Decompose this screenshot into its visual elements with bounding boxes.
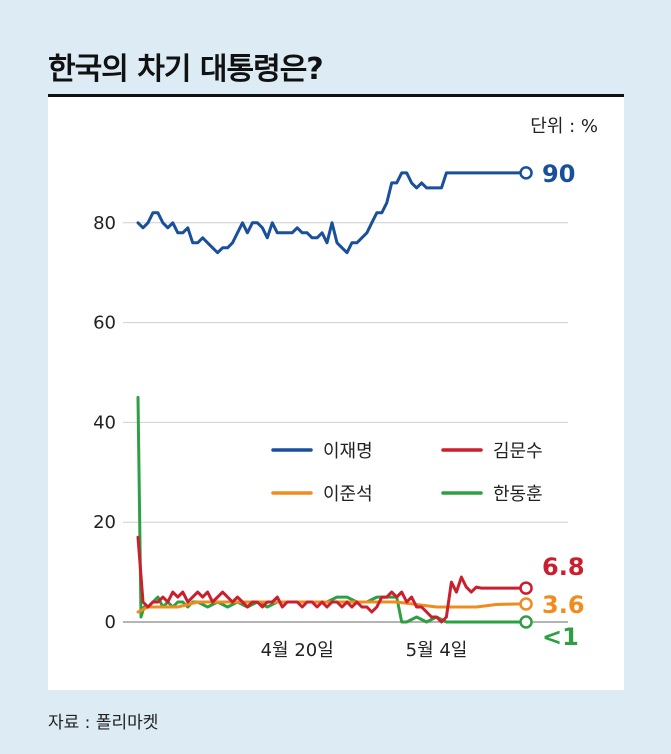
chart-title: 한국의 차기 대통령은? (48, 52, 324, 87)
y-tick-label: 20 (93, 512, 116, 533)
end-value-label-1: 6.8 (542, 553, 585, 581)
end-labels: 90 6.8 3.6 <1 (519, 160, 585, 651)
source-note: 자료 : 폴리마켓 (48, 713, 159, 733)
end-marker-3 (519, 615, 533, 629)
grid-lines (123, 222, 568, 623)
y-tick-label: 40 (93, 412, 116, 433)
y-tick-label: 0 (105, 612, 116, 633)
y-tick-label: 80 (93, 213, 116, 234)
x-axis: 4월 20일 5월 4일 (261, 640, 468, 661)
legend-label-2: 이준석 (323, 484, 373, 505)
chart-panel: 단위 : % 0 20 40 60 80 4월 20일 5월 4일 90 6.8 3.6 <1 … (48, 97, 624, 690)
series-line-1 (136, 535, 528, 624)
end-value-label-2: 3.6 (542, 591, 585, 619)
x-tick-label: 5월 4일 (406, 640, 468, 661)
legend-label-0: 이재명 (323, 441, 373, 462)
x-tick-label: 4월 20일 (261, 640, 334, 661)
legend-label-3: 한동훈 (493, 484, 543, 505)
y-axis: 0 20 40 60 80 (93, 213, 116, 633)
unit-label: 단위 : % (530, 116, 598, 137)
series-line-2 (136, 600, 528, 614)
end-marker-1 (519, 581, 533, 595)
end-marker-2 (519, 597, 533, 611)
series-line-0 (136, 171, 528, 255)
end-marker-0 (519, 166, 533, 180)
y-tick-label: 60 (93, 313, 116, 334)
end-value-label-3: <1 (542, 623, 579, 651)
series-lines (136, 171, 528, 624)
end-value-label-0: 90 (542, 160, 575, 188)
title-divider (48, 94, 624, 97)
legend-label-1: 김문수 (493, 441, 543, 462)
